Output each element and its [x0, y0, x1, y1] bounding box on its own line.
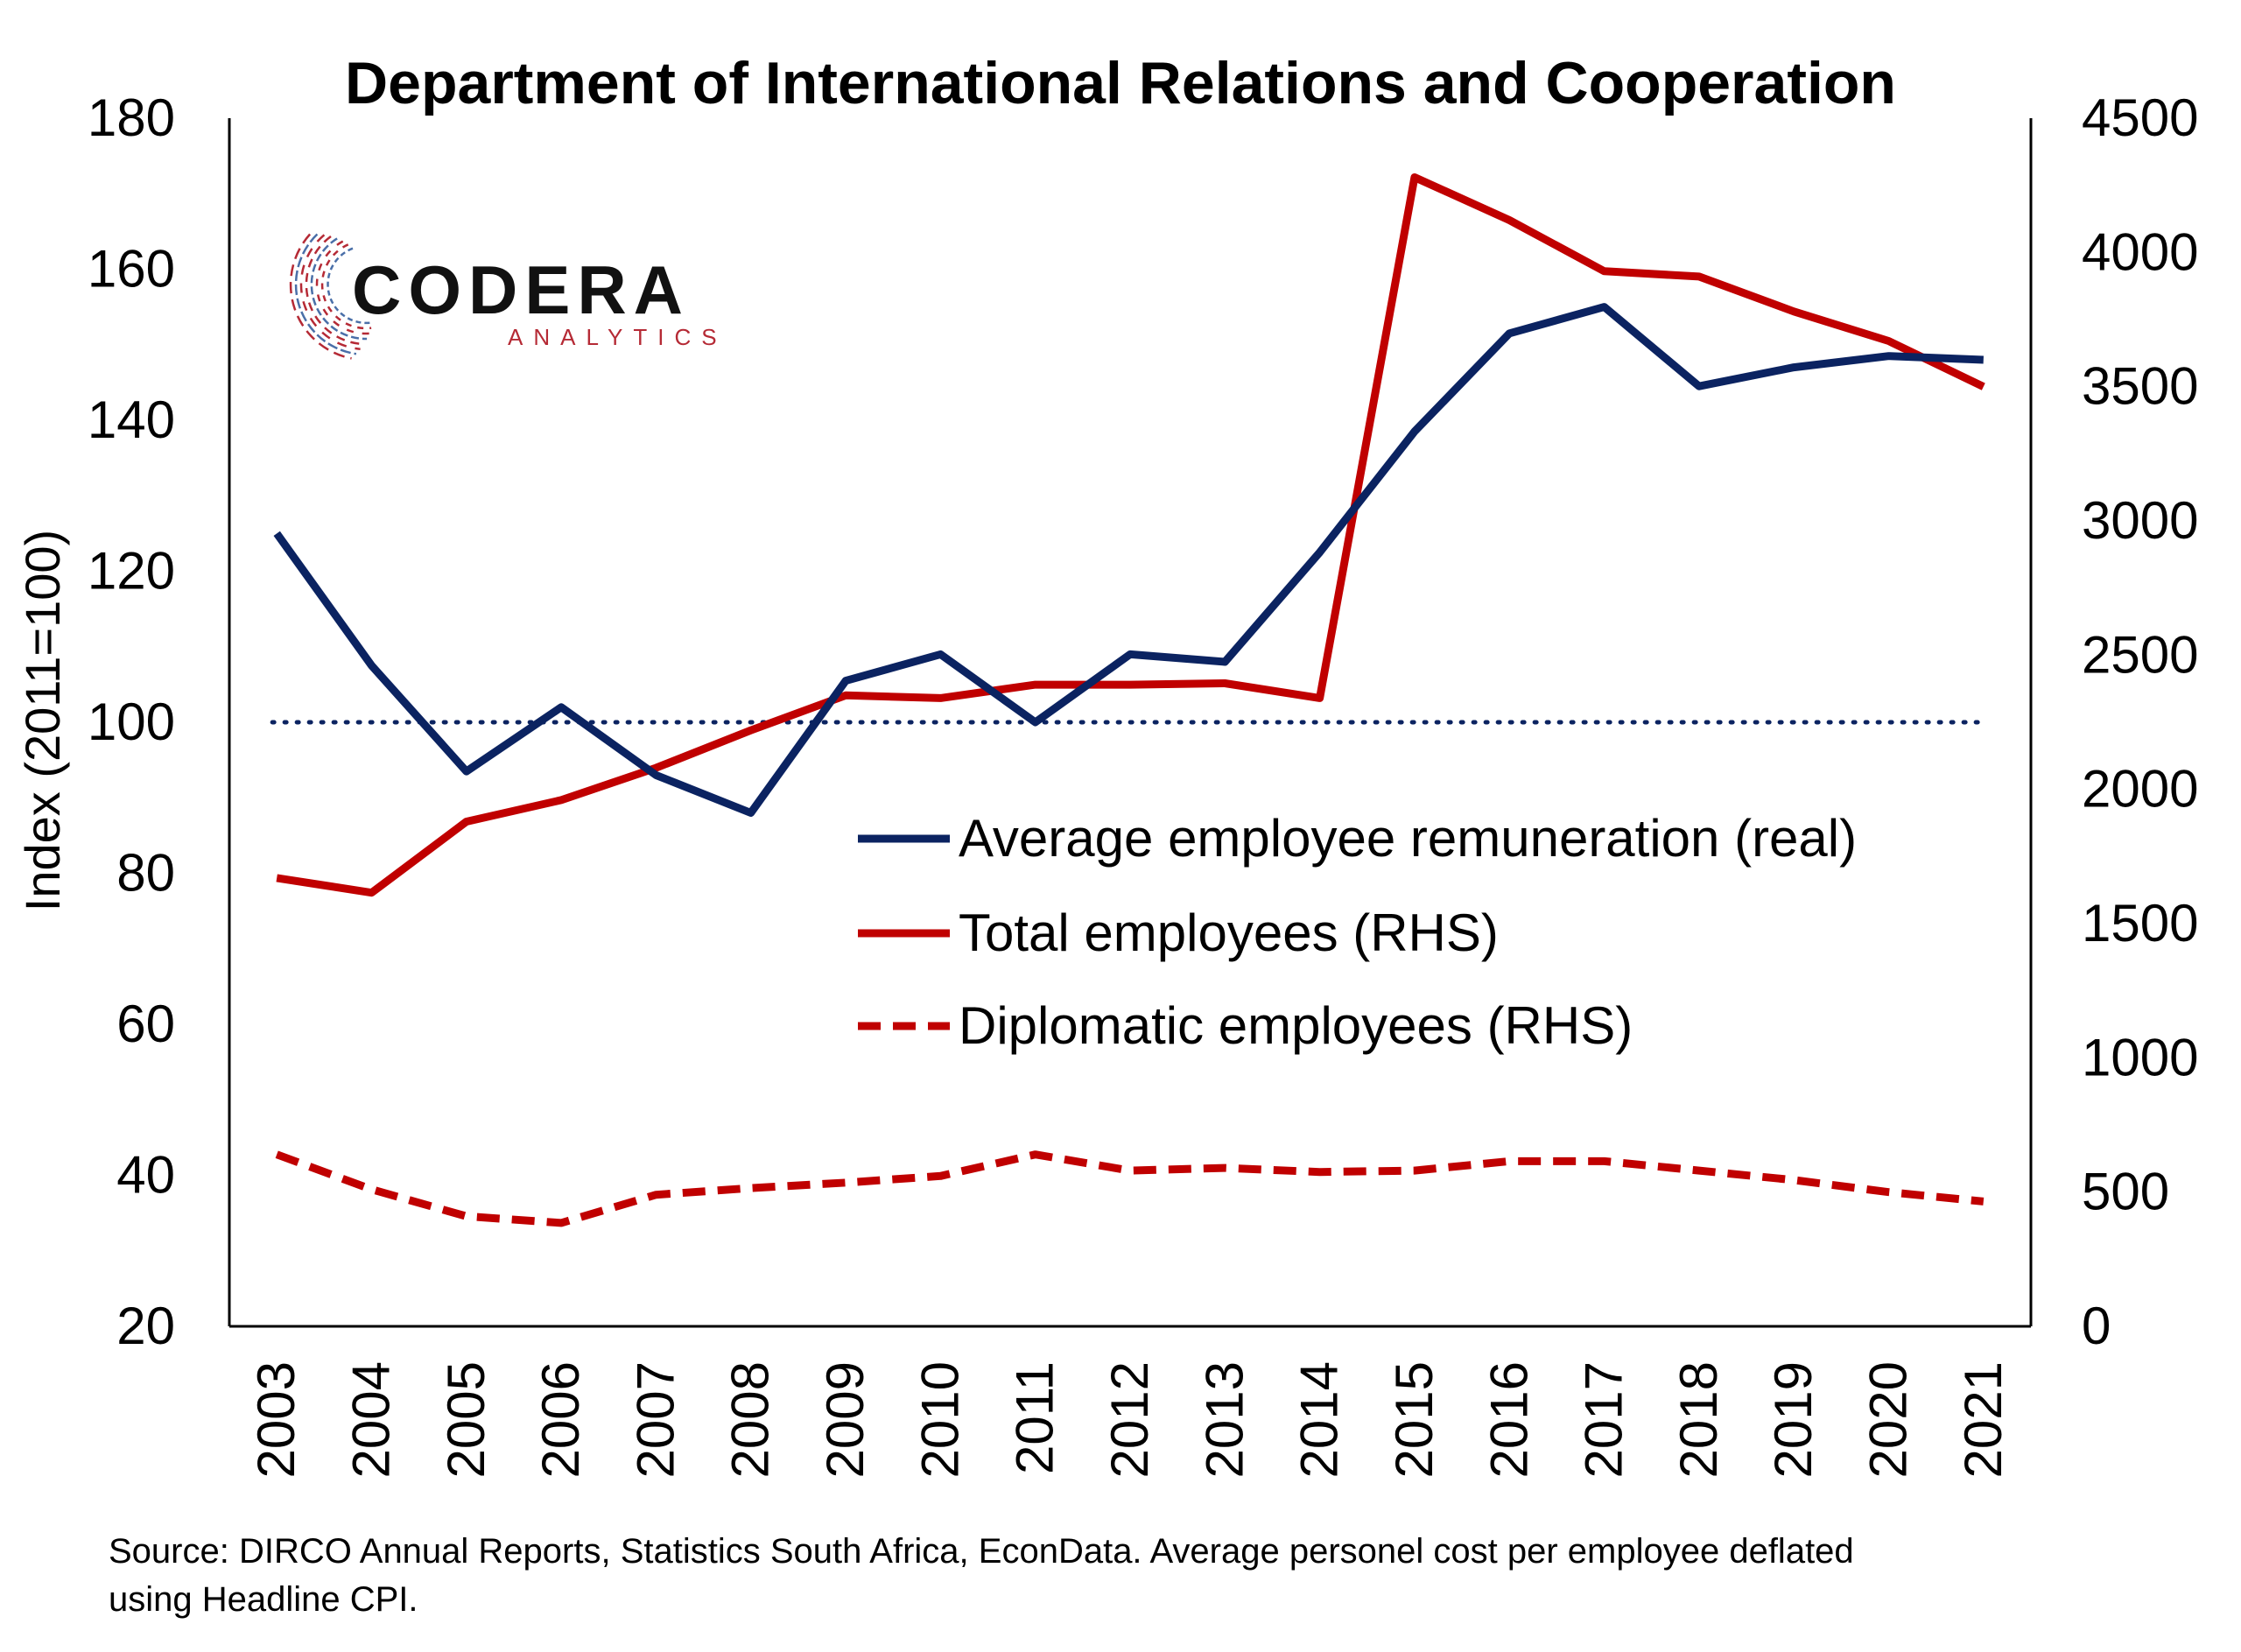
- right-tick-label-4000: 4000: [2082, 222, 2198, 281]
- logo-sub-text: ANALYTICS: [508, 324, 727, 350]
- logo-arc-7: [289, 233, 352, 360]
- legend-label-average-remuneration: Average employee remuneration (real): [959, 809, 1857, 868]
- codera-logo: CODERA ANALYTICS: [289, 233, 727, 360]
- right-tick-label-0: 0: [2082, 1297, 2111, 1355]
- logo-arc-0: [327, 247, 373, 325]
- right-tick-label-3500: 3500: [2082, 357, 2198, 416]
- source-note-line-2: using Headline CPI.: [109, 1580, 418, 1619]
- series-diplomatic-employees: [275, 1150, 1985, 1227]
- x-tick-label-2017: 2017: [1575, 1361, 1633, 1478]
- logo-arc-1: [320, 243, 372, 330]
- right-tick-label-3000: 3000: [2082, 491, 2198, 550]
- right-tick-label-1500: 1500: [2082, 894, 2198, 953]
- right-tick-label-1000: 1000: [2082, 1028, 2198, 1086]
- x-tick-label-2014: 2014: [1290, 1361, 1349, 1478]
- logo-arc-4: [305, 235, 364, 346]
- legend: Average employee remuneration (real) Tot…: [858, 809, 1857, 1055]
- x-tick-label-2007: 2007: [626, 1361, 685, 1478]
- right-tick-label-4500: 4500: [2082, 88, 2198, 147]
- x-tick-label-2010: 2010: [910, 1361, 969, 1478]
- x-tick-label-2006: 2006: [531, 1361, 590, 1478]
- logo-arc-3: [310, 237, 368, 341]
- x-tick-label-2012: 2012: [1100, 1361, 1159, 1478]
- x-tick-label-2019: 2019: [1764, 1361, 1823, 1478]
- left-tick-label-20: 20: [116, 1297, 175, 1355]
- logo-arcs-icon: [289, 233, 373, 360]
- left-axis-ticks: 20 40 60 80 100 120 140 160 180: [88, 88, 175, 1355]
- x-tick-label-2005: 2005: [437, 1361, 495, 1478]
- series-average-remuneration: [273, 303, 1984, 817]
- x-tick-label-2008: 2008: [721, 1361, 780, 1478]
- x-tick-label-2021: 2021: [1954, 1361, 2013, 1478]
- left-tick-label-80: 80: [116, 844, 175, 903]
- legend-label-total-employees: Total employees (RHS): [959, 903, 1499, 962]
- logo-arc-5: [299, 234, 361, 350]
- x-tick-label-2015: 2015: [1385, 1361, 1444, 1478]
- left-tick-label-60: 60: [116, 995, 175, 1053]
- left-tick-label-140: 140: [88, 390, 175, 449]
- x-tick-label-2018: 2018: [1669, 1361, 1728, 1478]
- x-axis-ticks: 2003 2004 2005 2006 2007 2008 2009 2010 2011 2012…: [247, 1361, 2013, 1478]
- logo-arc-6: [294, 233, 357, 355]
- right-tick-label-2500: 2500: [2082, 625, 2198, 684]
- x-tick-label-2011: 2011: [1006, 1361, 1064, 1474]
- chart-title: Department of International Relations an…: [345, 50, 1896, 116]
- legend-label-diplomatic-employees: Diplomatic employees (RHS): [959, 996, 1633, 1055]
- left-tick-label-160: 160: [88, 240, 175, 299]
- right-tick-label-500: 500: [2082, 1163, 2169, 1221]
- right-tick-label-2000: 2000: [2082, 760, 2198, 819]
- x-tick-label-2016: 2016: [1479, 1361, 1538, 1478]
- x-tick-label-2013: 2013: [1195, 1361, 1254, 1478]
- x-tick-label-2020: 2020: [1859, 1361, 1918, 1478]
- logo-arc-2: [315, 240, 369, 335]
- series-total-employees: [276, 173, 1985, 897]
- left-tick-label-120: 120: [88, 542, 175, 601]
- y-axis-label: Index (2011=100): [15, 530, 70, 911]
- right-axis-ticks: 0 500 1000 1500 2000 2500 3000 3500 4000 4500: [2082, 88, 2198, 1355]
- source-note-line-1: Source: DIRCO Annual Reports, Statistics…: [109, 1532, 1854, 1571]
- series-group: [273, 173, 1985, 1227]
- x-tick-label-2004: 2004: [341, 1361, 400, 1478]
- left-tick-label-180: 180: [88, 88, 175, 147]
- x-tick-label-2003: 2003: [247, 1361, 306, 1478]
- left-tick-label-40: 40: [116, 1146, 175, 1205]
- logo-main-text: CODERA: [352, 251, 690, 328]
- x-tick-label-2009: 2009: [816, 1361, 875, 1478]
- left-tick-label-100: 100: [88, 692, 175, 751]
